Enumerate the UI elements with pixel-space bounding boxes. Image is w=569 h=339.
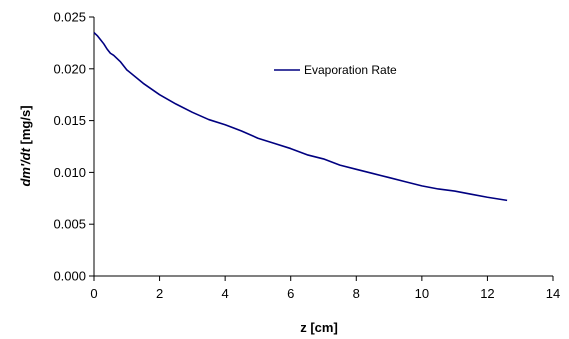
evaporation-rate-series-line: [93, 31, 508, 202]
legend-label-evaporation-rate: Evaporation Rate: [304, 63, 397, 77]
x-axis-ticks: 0 2 4 6 8 10 12 14: [90, 276, 560, 301]
x-tick-label: 4: [222, 286, 229, 301]
y-tick-label: 0.020: [53, 61, 86, 76]
x-tick-label: 12: [480, 286, 494, 301]
x-tick-label: 14: [546, 286, 560, 301]
y-tick-label: 0.010: [53, 165, 86, 180]
y-axis-ticks: 0.000 0.005 0.010 0.015 0.020 0.025: [53, 10, 94, 284]
x-tick-label: 6: [287, 286, 294, 301]
y-axis-title-quantity: dm'/dt: [18, 147, 33, 186]
legend: Evaporation Rate: [274, 63, 397, 77]
y-tick-label: 0.015: [53, 113, 86, 128]
y-axis-title-unit: [mg/s]: [18, 105, 33, 148]
x-tick-label: 8: [353, 286, 360, 301]
y-tick-label: 0.005: [53, 217, 86, 232]
x-tick-label: 2: [156, 286, 163, 301]
y-tick-label: 0.000: [53, 269, 86, 284]
x-axis-title: z [cm]: [300, 320, 338, 335]
y-tick-label: 0.025: [53, 10, 86, 25]
x-tick-label: 0: [90, 286, 97, 301]
x-tick-label: 10: [415, 286, 429, 301]
y-axis-title: dm'/dt [mg/s]: [18, 105, 33, 186]
